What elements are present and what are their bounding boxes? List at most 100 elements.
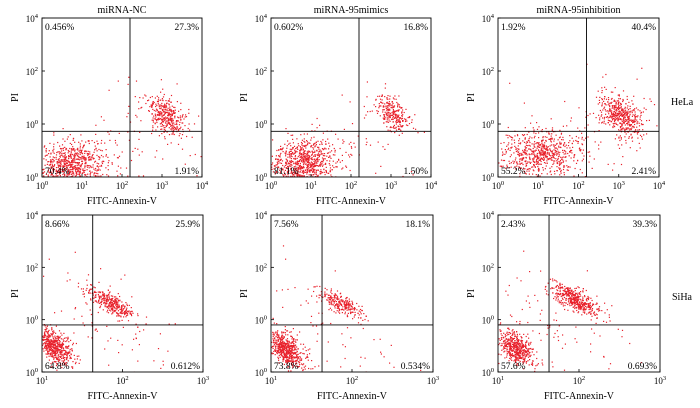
data-point <box>94 145 96 147</box>
data-point <box>288 348 290 350</box>
data-point <box>59 337 61 339</box>
data-point <box>589 113 591 115</box>
data-point <box>98 168 100 170</box>
data-point <box>533 164 535 166</box>
data-point <box>297 353 299 355</box>
row-label: HeLa <box>671 97 694 108</box>
data-point <box>541 145 543 147</box>
data-point <box>168 103 170 105</box>
data-point <box>292 341 294 343</box>
data-point <box>57 342 59 344</box>
data-point <box>551 166 553 168</box>
data-point <box>646 133 648 135</box>
data-point <box>104 306 106 308</box>
data-point <box>308 162 310 164</box>
data-point <box>398 95 400 97</box>
data-point <box>278 343 281 345</box>
data-point <box>302 364 304 366</box>
data-point <box>277 350 279 352</box>
quadrant-lower-left-label: 55.2% <box>501 167 526 177</box>
data-point <box>554 149 556 151</box>
data-point <box>314 165 316 167</box>
data-point <box>169 114 171 116</box>
data-point <box>62 149 65 151</box>
data-point <box>369 110 371 113</box>
data-point <box>105 154 107 156</box>
data-point <box>618 118 620 121</box>
data-point <box>540 149 542 151</box>
data-point <box>78 159 80 161</box>
data-point <box>625 120 627 123</box>
data-point <box>617 124 619 126</box>
data-point <box>335 162 337 164</box>
data-point <box>173 125 175 127</box>
data-point <box>88 159 90 161</box>
data-point <box>47 343 49 345</box>
data-point <box>152 127 154 129</box>
data-point <box>398 109 400 111</box>
data-point <box>285 356 287 359</box>
data-point <box>384 103 386 105</box>
data-point <box>91 337 93 339</box>
data-point <box>554 153 556 155</box>
data-point <box>517 153 519 155</box>
data-point <box>115 296 117 298</box>
data-point <box>303 152 305 154</box>
data-point <box>349 311 352 313</box>
data-point <box>624 124 626 126</box>
data-point <box>281 350 283 352</box>
y-tick-label: 104 <box>26 13 39 24</box>
data-point <box>120 316 122 318</box>
data-point <box>631 100 633 102</box>
data-point <box>396 116 398 118</box>
data-point <box>390 106 392 108</box>
data-point <box>149 96 151 99</box>
data-point <box>60 148 62 150</box>
data-point <box>303 154 305 156</box>
data-point <box>90 313 92 316</box>
data-point <box>65 353 67 355</box>
data-point <box>286 330 288 332</box>
data-point <box>105 303 107 305</box>
data-point <box>641 136 643 138</box>
data-point <box>46 353 48 355</box>
data-point <box>54 354 57 356</box>
data-point <box>86 284 88 286</box>
data-point <box>582 149 584 151</box>
data-point <box>156 100 159 103</box>
data-point <box>168 134 171 136</box>
data-point <box>58 161 61 163</box>
data-point <box>82 156 84 158</box>
data-point <box>514 142 516 144</box>
data-point <box>538 137 540 139</box>
data-point <box>614 126 616 128</box>
data-point <box>363 313 365 315</box>
data-point <box>158 106 160 108</box>
data-point <box>632 121 634 123</box>
data-point <box>300 166 302 168</box>
data-point <box>156 121 158 124</box>
data-point <box>114 307 116 309</box>
data-point <box>632 125 634 127</box>
data-point <box>283 350 285 352</box>
data-point <box>101 298 103 300</box>
x-axis-label: FITC-Annexin-V <box>544 196 615 207</box>
data-point <box>562 151 564 153</box>
data-point <box>79 143 81 145</box>
data-point <box>282 359 284 361</box>
data-point <box>64 140 66 142</box>
data-point <box>107 340 109 342</box>
data-point <box>81 315 83 317</box>
data-point <box>50 355 52 357</box>
data-point <box>117 314 119 316</box>
data-point <box>633 121 636 123</box>
data-point <box>78 174 81 176</box>
data-point <box>99 295 101 297</box>
data-point <box>573 155 575 157</box>
data-point <box>314 159 316 161</box>
data-point <box>56 340 58 342</box>
data-point <box>89 309 91 311</box>
data-point <box>156 104 158 107</box>
data-point <box>613 115 615 117</box>
data-point <box>508 142 510 144</box>
